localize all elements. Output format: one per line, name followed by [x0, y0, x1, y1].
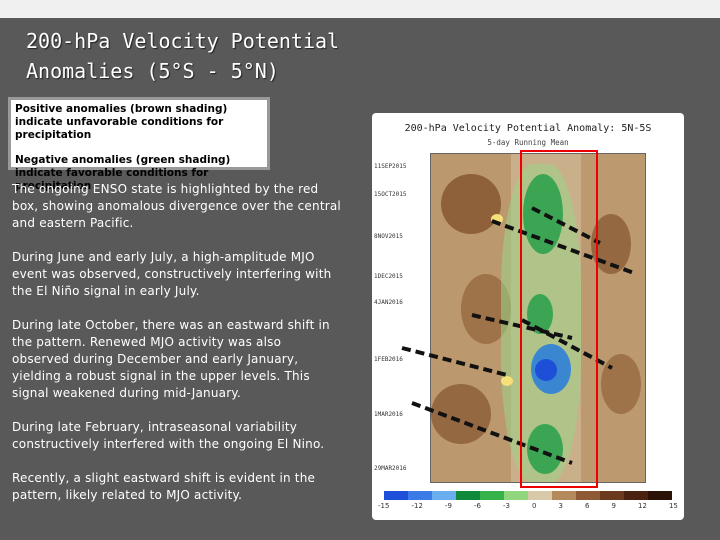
- date-label: 1DEC2015: [374, 273, 403, 280]
- top-bar: [0, 0, 720, 18]
- date-label: 1MAR2016: [374, 411, 403, 418]
- legend-negative: Negative anomalies (green shading) indic…: [15, 154, 231, 192]
- propagation-line: [401, 346, 508, 377]
- bullet-item: The ongoing ENSO state is highlighted by…: [12, 182, 341, 230]
- date-label: 29MAR2016: [374, 465, 407, 472]
- shade-region: [501, 376, 513, 386]
- colorbar-tick-label: 15: [668, 502, 678, 510]
- bullet-list: The ongoing ENSO state is highlighted by…: [12, 181, 342, 521]
- colorbar-labels: -15 -12 -9 -6 -3 0 3 6 9 12 15: [378, 502, 678, 510]
- velocity-potential-figure: 200-hPa Velocity Potential Anomaly: 5N-5…: [372, 113, 684, 520]
- date-label: 15OCT2015: [374, 191, 407, 198]
- colorbar-swatch: [600, 491, 624, 500]
- colorbar-tick-label: 0: [531, 502, 537, 510]
- bullet-item: During late February, intraseasonal vari…: [12, 420, 325, 451]
- date-label: 1FEB2016: [374, 356, 403, 363]
- bullet-item: Recently, a slight eastward shift is evi…: [12, 471, 316, 502]
- legend-box: Positive anomalies (brown shading) indic…: [8, 97, 270, 192]
- propagation-line: [411, 401, 573, 465]
- colorbar-tick-label: -9: [444, 502, 452, 510]
- enso-highlight-box: [520, 150, 598, 488]
- colorbar-tick-label: -3: [502, 502, 510, 510]
- propagation-line: [531, 206, 601, 245]
- colorbar-swatch: [576, 491, 600, 500]
- legend-positive: Positive anomalies (brown shading) indic…: [15, 103, 228, 141]
- colorbar-tick-label: 9: [611, 502, 616, 510]
- colorbar-tick-label: 12: [637, 502, 647, 510]
- figure-title: 200-hPa Velocity Potential Anomaly: 5N-5…: [404, 123, 652, 134]
- colorbar-tick-label: -15: [378, 502, 390, 510]
- colorbar-swatch: [384, 491, 408, 500]
- colorbar-swatch: [552, 491, 576, 500]
- colorbar-swatch: [456, 491, 480, 500]
- colorbar-tick-label: 6: [584, 502, 590, 510]
- propagation-line: [491, 219, 635, 275]
- colorbar-swatch: [624, 491, 648, 500]
- shade-region: [581, 154, 645, 482]
- colorbar: [384, 491, 672, 500]
- title-line-2: Anomalies (5°S - 5°N): [26, 59, 279, 83]
- shade-region: [535, 359, 557, 381]
- colorbar-swatch: [528, 491, 552, 500]
- propagation-line: [471, 313, 573, 340]
- colorbar-swatch: [504, 491, 528, 500]
- colorbar-swatch: [432, 491, 456, 500]
- shade-region: [523, 174, 563, 254]
- date-label: 11SEP2015: [374, 163, 407, 170]
- bullet-item: During June and early July, a high-ampli…: [12, 250, 332, 298]
- figure-subtitle: 5-day Running Mean: [487, 138, 569, 147]
- slide-title: 200-hPa Velocity Potential Anomalies (5°…: [26, 26, 339, 86]
- colorbar-swatch: [648, 491, 672, 500]
- colorbar-tick-label: -12: [411, 502, 423, 510]
- title-line-1: 200-hPa Velocity Potential: [26, 29, 340, 53]
- colorbar-tick-label: 3: [558, 502, 563, 510]
- colorbar-swatch: [408, 491, 432, 500]
- shade-region: [601, 354, 641, 414]
- colorbar-swatch: [480, 491, 504, 500]
- hovmoller-plot: [430, 153, 646, 483]
- shade-region: [491, 214, 503, 224]
- colorbar-tick-label: -6: [473, 502, 481, 510]
- shade-region: [441, 174, 501, 234]
- bullet-item: During late October, there was an eastwa…: [12, 318, 330, 400]
- date-label: 4JAN2016: [374, 299, 403, 306]
- date-label: 8NOV2015: [374, 233, 403, 240]
